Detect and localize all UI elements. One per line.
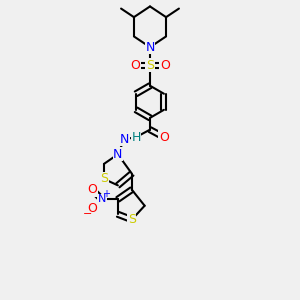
Text: O: O	[160, 59, 170, 72]
Text: O: O	[130, 59, 140, 72]
Text: S: S	[146, 59, 154, 72]
Text: O: O	[87, 202, 97, 215]
Text: N: N	[145, 40, 155, 54]
Text: S: S	[128, 213, 136, 226]
Text: +: +	[103, 189, 110, 199]
Text: N: N	[98, 194, 106, 204]
Text: S: S	[100, 172, 108, 185]
Text: O: O	[159, 130, 169, 144]
Text: H: H	[131, 130, 141, 144]
Text: N: N	[120, 133, 129, 146]
Text: O: O	[87, 183, 97, 196]
Text: N: N	[113, 148, 122, 161]
Text: −: −	[83, 208, 92, 219]
